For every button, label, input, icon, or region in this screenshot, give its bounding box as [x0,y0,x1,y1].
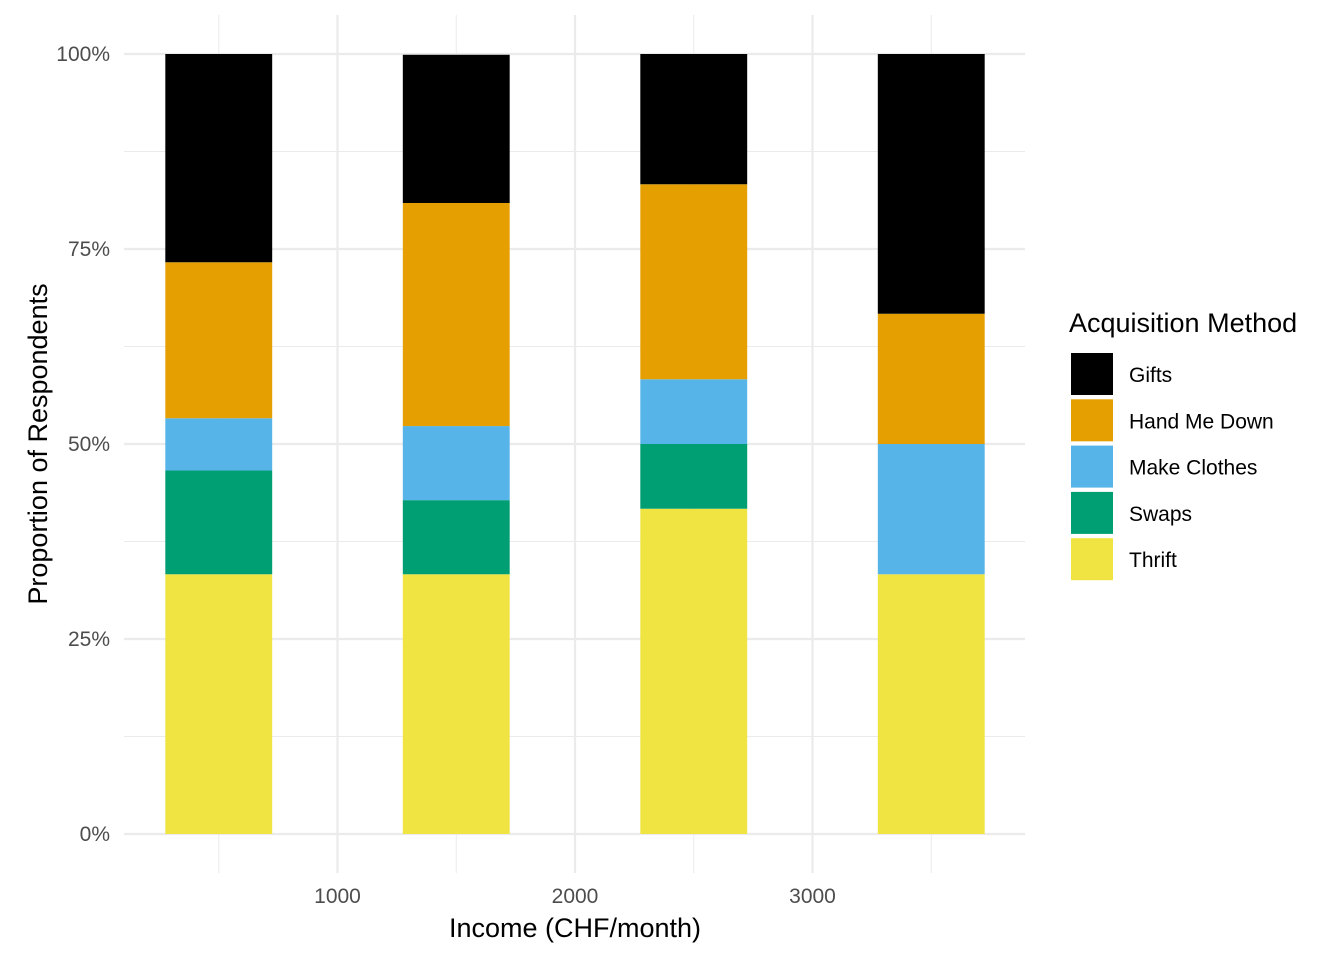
bars [165,54,985,834]
legend-label-hand-me-down: Hand Me Down [1129,410,1274,433]
legend-key-thrift [1071,538,1113,581]
bar-segment-thrift [402,574,510,834]
y-tick-label: 100% [56,43,110,66]
y-tick-label: 25% [68,628,110,651]
bar-segment-make-clothes [640,379,748,444]
legend-key-swaps [1071,491,1113,534]
bar-segment-thrift [165,574,273,834]
bar-segment-gifts [640,54,748,185]
x-axis-title: Income (CHF/month) [449,913,701,943]
bar-segment-hand-me-down [640,184,748,380]
x-tick-label: 3000 [789,885,836,908]
y-axis-title: Proportion of Respondents [23,283,53,604]
y-tick-label: 50% [68,433,110,456]
bar-segment-gifts [877,54,985,314]
bar-segment-gifts [165,54,273,263]
legend-label-make-clothes: Make Clothes [1129,457,1257,480]
bar-segment-make-clothes [402,426,510,501]
legend-key-gifts [1071,353,1113,395]
x-tick-label: 2000 [552,885,599,908]
bar-segment-swaps [402,500,510,575]
bar-segment-gifts [402,54,510,203]
legend-label-swaps: Swaps [1129,503,1192,526]
legend-label-thrift: Thrift [1129,549,1177,572]
x-axis-ticks: 1000 2000 3000 [314,885,836,908]
x-tick-label: 1000 [314,885,361,908]
bar-segment-hand-me-down [165,262,273,419]
y-tick-label: 0% [80,823,110,846]
bar-segment-thrift [877,574,985,834]
y-axis-ticks: 0% 25% 50% 75% 100% [56,43,110,846]
bar-segment-swaps [640,444,748,509]
y-tick-label: 75% [68,238,110,261]
bar-segment-make-clothes [165,418,273,471]
bar-segment-hand-me-down [402,202,510,427]
bar-segment-make-clothes [877,444,985,575]
legend: Acquisition Method Gifts Hand Me Down Make… [1069,308,1297,581]
bar-segment-thrift [640,508,748,834]
legend-title: Acquisition Method [1069,308,1297,338]
bar-segment-swaps [165,470,273,575]
legend-label-gifts: Gifts [1129,364,1172,387]
legend-key-make-clothes [1071,445,1113,488]
bar-segment-hand-me-down [877,313,985,444]
legend-key-hand-me-down [1071,399,1113,442]
